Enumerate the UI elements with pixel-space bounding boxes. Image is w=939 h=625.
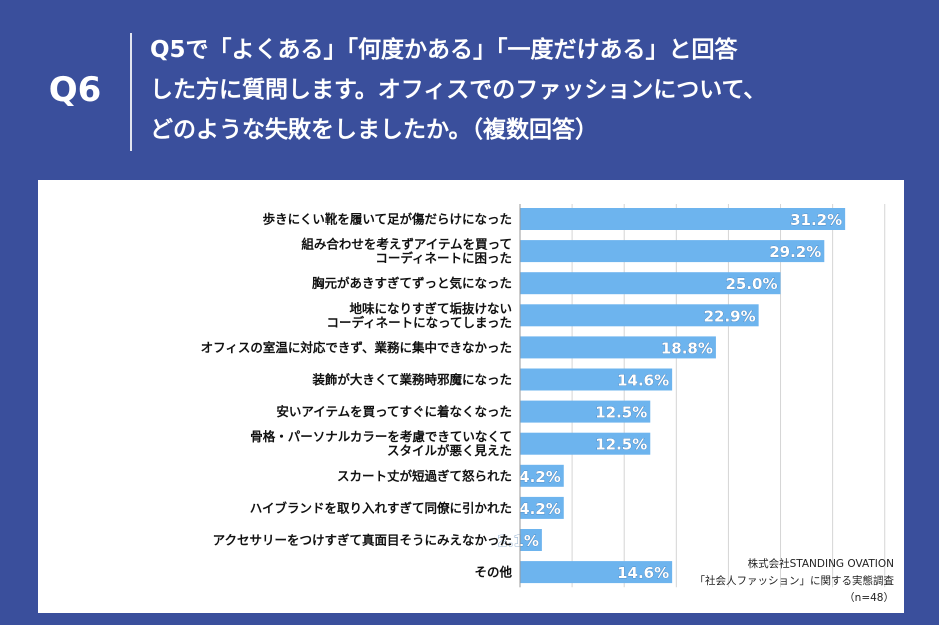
data-label: 12.5%	[595, 436, 647, 454]
question-line-2: した方に質問します。オフィスでのファッションについて、	[150, 77, 767, 103]
bar	[520, 272, 781, 295]
data-label: 12.5%	[595, 404, 647, 422]
category-label: コーディネートに困った	[375, 251, 512, 266]
data-label: 22.9%	[704, 307, 756, 325]
data-label: 14.6%	[617, 564, 669, 582]
bar	[520, 400, 651, 423]
category-label: スタイルが悪く見えた	[387, 443, 512, 458]
data-label: 29.2%	[769, 243, 821, 261]
bar	[520, 561, 673, 584]
chart-panel: 31.2% 歩きにくい靴を履いて足が傷だらけになった 29.2% 組み合わせを考えずア…	[38, 180, 904, 613]
source-survey: 「社会人ファッション」に関する実態調査	[694, 575, 895, 587]
category-label: コーディネートになってしまった	[326, 315, 512, 330]
category-label: 骨格・パーソナルカラーを考慮できていなくて	[250, 429, 512, 444]
data-label: 31.2%	[790, 211, 842, 229]
question-header: Q6 Q5で「よくある」「何度かある」「一度だけある」と回答 した方に質問します…	[0, 0, 939, 178]
source-note: 株式会社STANDING OVATION 「社会人ファッション」に関する実態調査…	[695, 556, 895, 607]
question-line-1: Q5で「よくある」「何度かある」「一度だけある」と回答	[150, 37, 738, 63]
category-label: 地味になりすぎて垢抜けない	[349, 301, 512, 316]
data-label: 14.6%	[617, 372, 669, 390]
category-label: ハイブランドを取り入れすぎて同僚に引かれた	[250, 500, 512, 515]
category-label: アクセサリーをつけすぎて真面目そうにみえなかった	[213, 533, 512, 548]
category-label: 装飾が大きくて業務時邪魔になった	[311, 372, 512, 387]
bar	[520, 432, 651, 455]
data-label: 4.2%	[519, 500, 561, 518]
bar	[520, 304, 759, 327]
category-label: 安いアイテムを買ってすぐに着なくなった	[276, 404, 512, 419]
source-sample-size: （n=48）	[844, 592, 894, 604]
category-label: スカート丈が短過ぎて怒られた	[337, 468, 512, 483]
question-line-3: どのような失敗をしましたか。（複数回答）	[150, 117, 599, 143]
bar	[520, 496, 564, 519]
category-label: その他	[474, 565, 512, 580]
data-label: 25.0%	[725, 275, 777, 293]
category-label: 歩きにくい靴を履いて足が傷だらけになった	[263, 212, 512, 227]
category-label: 組み合わせを考えずアイテムを買って	[301, 237, 512, 252]
bar	[520, 208, 846, 230]
bar	[520, 336, 716, 359]
source-company: 株式会社STANDING OVATION	[747, 558, 894, 570]
question-text: Q5で「よくある」「何度かある」「一度だけある」と回答 した方に質問します。オフ…	[150, 30, 920, 150]
bar	[520, 464, 564, 487]
bar	[520, 368, 673, 391]
data-label: 18.8%	[661, 339, 713, 357]
data-label: 4.2%	[519, 468, 561, 486]
category-label: 胸元があきすぎてずっと気になった	[312, 276, 512, 291]
header-divider	[130, 33, 132, 151]
question-number: Q6	[48, 70, 102, 110]
bar	[520, 529, 542, 551]
bar	[520, 240, 825, 263]
category-label: オフィスの室温に対応できず、業務に集中できなかった	[201, 340, 512, 355]
data-label: 2.1%	[497, 532, 539, 550]
bar-chart: 31.2% 歩きにくい靴を履いて足が傷だらけになった 29.2% 組み合わせを考えずア…	[201, 204, 886, 588]
